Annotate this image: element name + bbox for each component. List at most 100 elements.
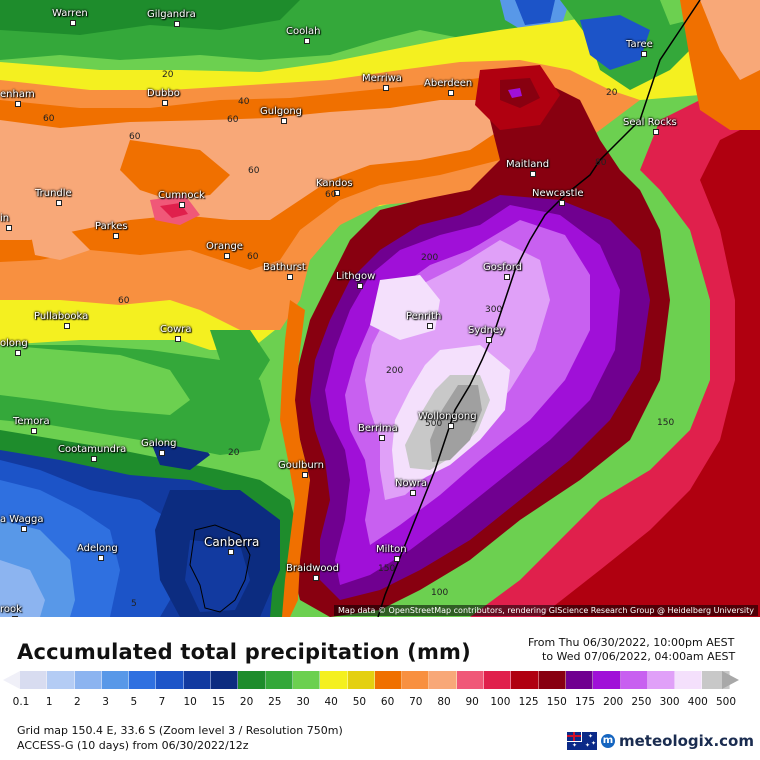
precipitation-map[interactable]: Warren Gilgandra Coolah Taree Merriwa Aberdee… (0, 0, 760, 617)
town-name: Galong (141, 438, 177, 449)
town-label[interactable]: Bathurst (263, 262, 306, 280)
town-label[interactable]: Gosford (483, 262, 522, 280)
town-name: Sydney (468, 325, 506, 336)
town-label[interactable]: Braidwood (286, 563, 339, 581)
town-name: Berrima (358, 423, 398, 434)
town-marker (448, 90, 454, 96)
town-label[interactable]: Dubbo (147, 88, 180, 106)
legend-swatch (429, 671, 457, 689)
town-label[interactable]: Taree (626, 39, 653, 57)
town-label[interactable]: Adelong (77, 543, 118, 561)
contour-label: 60 (325, 190, 337, 200)
legend-swatch (292, 671, 321, 689)
meteologix-logo-icon: m (601, 734, 615, 748)
town-label[interactable]: Cumnock (158, 190, 205, 208)
town-label[interactable]: Warren (52, 8, 88, 26)
town-marker (304, 38, 310, 44)
map-attribution[interactable]: Map data © OpenStreetMap contributors, r… (334, 605, 758, 616)
town-name: Bathurst (263, 262, 306, 273)
town-label[interactable]: Temora (13, 416, 50, 434)
town-label[interactable]: Milton (376, 544, 407, 562)
legend-swatch (511, 671, 539, 689)
town-label[interactable]: Cootamundra (58, 444, 126, 462)
legend-swatch (211, 671, 239, 689)
town-label[interactable]: Merriwa (362, 73, 402, 91)
legend-label: 250 (631, 696, 652, 708)
town-label[interactable]: Sydney (468, 325, 506, 343)
town-name: rook (0, 604, 22, 615)
brand[interactable]: ✦ ✦ ✦ ✦ m meteologix.com (567, 732, 754, 750)
legend-label: 3 (102, 696, 109, 708)
contour-label: 40 (238, 97, 250, 107)
town-label[interactable]: Gilgandra (147, 9, 196, 27)
legend-label: 5 (130, 696, 138, 708)
legend-swatch (47, 671, 75, 689)
legend-swatch (402, 671, 430, 689)
town-label[interactable]: a Wagga (0, 514, 44, 532)
town-label[interactable]: Coolah (286, 26, 321, 44)
town-label[interactable]: Goulburn (278, 460, 324, 478)
town-marker (383, 85, 389, 91)
legend-swatch (620, 671, 648, 689)
town-label[interactable]: Pullabooka (34, 311, 88, 329)
town-marker (31, 428, 37, 434)
town-name: Kandos (316, 178, 353, 189)
town-label[interactable]: Kandos (316, 178, 353, 196)
contour-label: 300 (485, 305, 503, 315)
town-name: Seal Rocks (623, 117, 677, 128)
town-marker (228, 549, 234, 555)
legend-swatch (647, 671, 676, 689)
town-label[interactable]: rook (0, 604, 22, 617)
town-name: Gulgong (260, 106, 303, 117)
town-label[interactable]: olong (0, 338, 28, 356)
contour-label: 60 (129, 132, 141, 142)
town-label[interactable]: Berrima (358, 423, 398, 441)
town-marker (653, 129, 659, 135)
town-marker (15, 101, 21, 107)
town-label[interactable]: Lithgow (336, 271, 375, 289)
town-label[interactable]: Parkes (95, 221, 128, 239)
town-label[interactable]: Orange (206, 241, 243, 259)
legend-swatch (265, 671, 293, 689)
town-label[interactable]: Galong (141, 438, 177, 456)
town-label[interactable]: Seal Rocks (623, 117, 677, 135)
legend-label: 20 (239, 696, 254, 708)
town-label[interactable]: Penrith (406, 311, 441, 329)
town-label[interactable]: Nowra (395, 478, 428, 496)
legend-labels: 0.1 1 2 3 5 7 10 15 20 25 30 40 50 60 70 80 90 100 125 150 1… (8, 696, 748, 710)
legend-swatch (183, 671, 212, 689)
town-label[interactable]: Maitland (506, 159, 549, 177)
legend-swatch (456, 671, 485, 689)
town-label[interactable]: enham (0, 89, 35, 107)
legend-swatch (238, 671, 266, 689)
contour-label: 500 (425, 419, 443, 429)
town-label[interactable]: Trundle (35, 188, 72, 206)
legend-label: 150 (546, 696, 567, 708)
contour-label: 150 (378, 564, 396, 574)
town-marker (559, 200, 565, 206)
grid-info: Grid map 150.4 E, 33.6 S (Zoom level 3 /… (17, 724, 343, 737)
contour-label: 80 (595, 158, 607, 168)
brand-name[interactable]: meteologix.com (619, 732, 754, 750)
town-name: Canberra (204, 535, 260, 549)
legend-swatch (538, 671, 566, 689)
town-name: Braidwood (286, 563, 339, 574)
town-name: Coolah (286, 26, 321, 37)
contour-label: 200 (386, 366, 404, 376)
town-marker (641, 51, 647, 57)
town-label[interactable]: Wollongong (418, 411, 477, 429)
town-name: Aberdeen (424, 78, 473, 89)
town-label[interactable]: Aberdeen (424, 78, 473, 96)
town-name: Nowra (395, 478, 428, 489)
town-label[interactable]: Gulgong (260, 106, 303, 124)
town-label[interactable]: Canberra (204, 535, 260, 555)
legend-label: 30 (296, 696, 310, 708)
town-label[interactable]: Cowra (160, 324, 192, 342)
legend-label: 90 (465, 696, 479, 708)
legend-swatch (74, 671, 102, 689)
town-name: Parkes (95, 221, 128, 232)
legend-label: 175 (574, 696, 596, 708)
town-label[interactable]: in (0, 213, 12, 231)
town-label[interactable]: Newcastle (532, 188, 584, 206)
legend-swatch (593, 671, 621, 689)
